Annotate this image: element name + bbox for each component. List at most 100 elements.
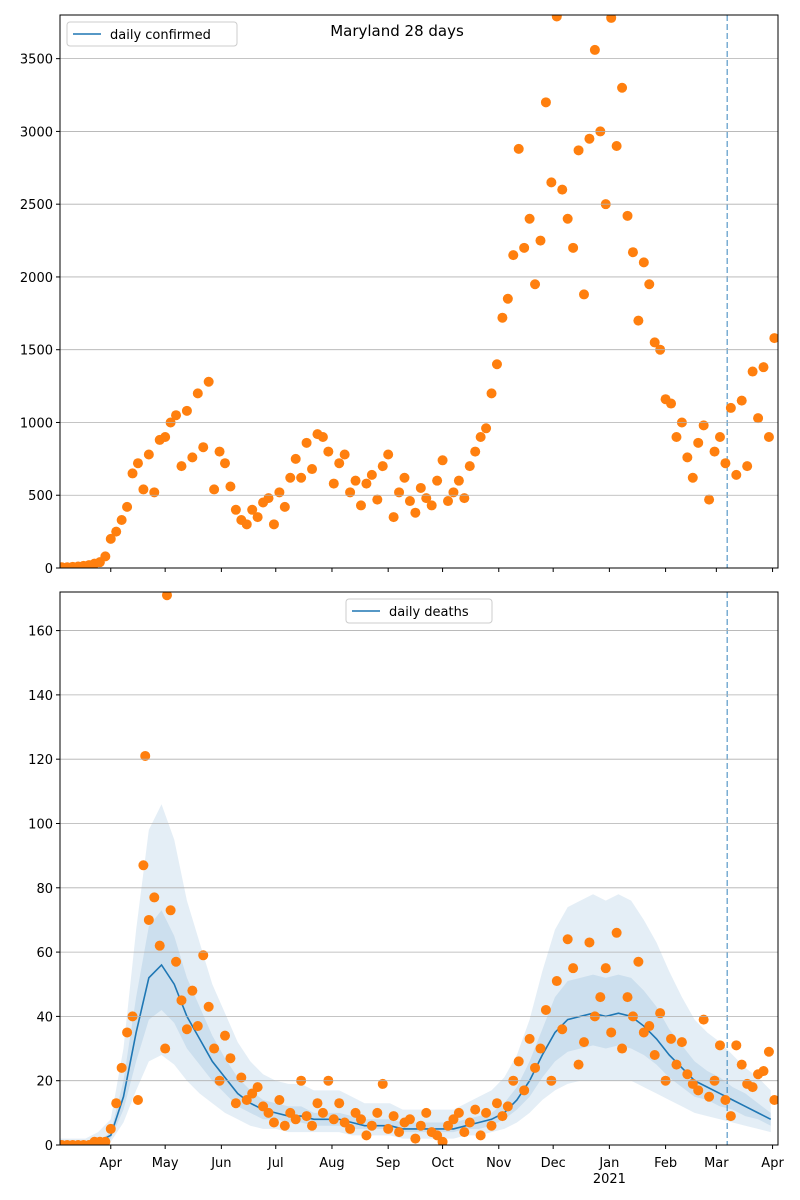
data-point [296,472,307,483]
data-point [513,143,524,154]
data-point [578,1037,589,1048]
legend-label: daily confirmed [110,28,211,43]
data-point [497,1111,508,1122]
data-point [132,1094,143,1105]
plot-area [60,15,778,568]
y-tick-label: 2000 [20,271,53,286]
x-tick-label: Apr [761,1156,784,1171]
data-point [230,1098,241,1109]
data-point [154,940,165,951]
data-point [644,279,655,290]
data-point [203,1001,214,1012]
data-point [644,1021,655,1032]
data-point [383,449,394,460]
data-point [568,963,579,974]
uncertainty-band [60,910,771,1145]
model-line [60,963,772,1145]
data-point [731,1040,742,1051]
data-point [100,1136,111,1145]
x-tick-label: Jul [267,1156,284,1171]
data-point [540,97,551,108]
plot-area [60,592,778,1145]
data-point [404,496,415,507]
data-point [671,432,682,443]
data-point [312,1098,323,1109]
data-point [339,449,350,460]
legend-label: daily deaths [389,605,469,620]
data-point [551,976,562,987]
data-point [377,1078,388,1089]
data-point [704,494,715,505]
data-point [399,472,410,483]
data-point [377,461,388,472]
data-point [519,242,530,253]
y-tick-label: 1500 [20,344,53,359]
data-point [127,468,138,479]
data-point [122,1027,133,1038]
data-point [513,1056,524,1067]
data-point [470,446,481,457]
data-point [682,1069,693,1080]
data-point [100,551,111,562]
data-point [307,1120,318,1131]
data-point [497,312,508,323]
data-point [209,484,220,495]
data-point [372,494,383,505]
data-point [317,432,328,443]
data-point [453,475,464,486]
data-point [252,1082,263,1093]
data-point [132,458,143,469]
data-point [720,458,731,469]
data-point [470,1104,481,1115]
data-point [388,512,399,523]
y-tick-label: 140 [28,689,53,704]
data-point [372,1107,383,1118]
data-point [769,333,778,344]
data-point [698,420,709,431]
data-point [573,145,584,156]
data-point [486,1120,497,1131]
data-point [453,1107,464,1118]
data-point [481,423,492,434]
data-point [198,442,209,453]
data-point [290,453,301,464]
data-point [486,388,497,399]
data-point [475,1130,486,1141]
data-point [198,950,209,961]
data-point [415,482,426,493]
data-point [475,432,486,443]
data-point [404,1114,415,1125]
y-tick-label: 80 [36,882,53,897]
x-tick-label: Feb [654,1156,677,1171]
data-point [355,500,366,511]
data-point [519,1085,530,1096]
data-point [366,469,377,480]
data-point [725,1111,736,1122]
data-point [241,519,252,530]
data-point [502,1101,513,1112]
data-point [481,1107,492,1118]
x-tick-label: Oct [431,1156,453,1171]
data-point [345,1123,356,1134]
data-point [763,1046,774,1057]
data-point [589,44,600,55]
data-point [464,1117,475,1128]
data-point [410,1133,421,1144]
data-point [225,481,236,492]
data-point [676,1037,687,1048]
data-point [111,1098,122,1109]
data-point [421,1107,432,1118]
data-point [274,1094,285,1105]
data-point [290,1114,301,1125]
data-point [638,257,649,268]
data-point [524,213,535,224]
data-point [274,487,285,498]
data-point [611,140,622,151]
data-point [562,934,573,945]
data-point [600,963,611,974]
data-point [301,437,312,448]
data-point [502,293,513,304]
data-point [355,1114,366,1125]
